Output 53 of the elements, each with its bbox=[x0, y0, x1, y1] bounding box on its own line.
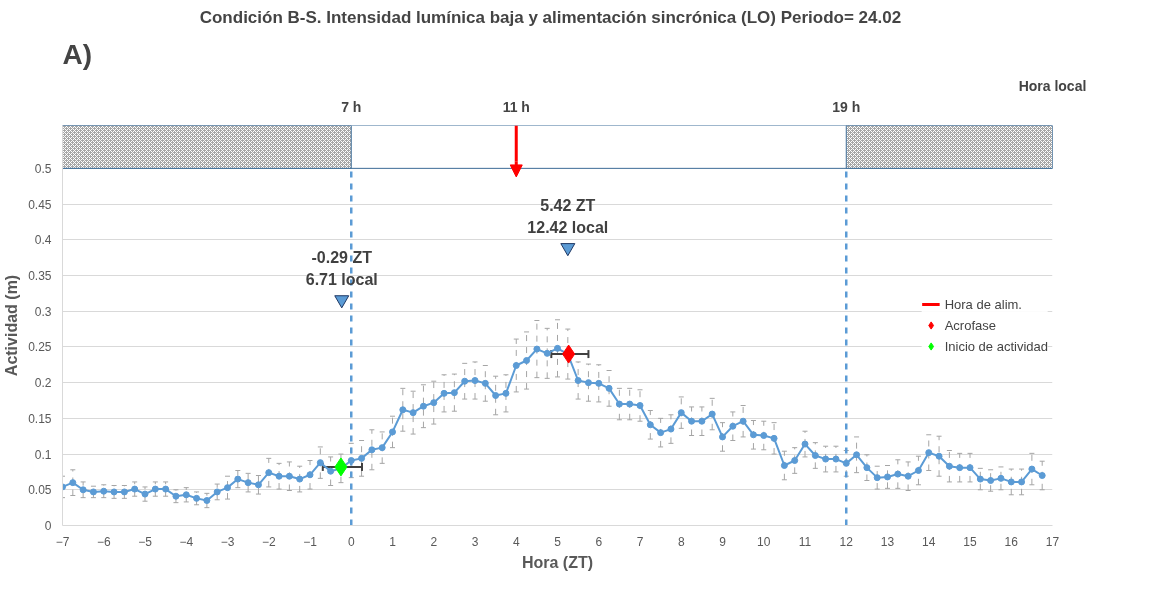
x-tick-label: 5 bbox=[554, 534, 562, 549]
legend-label: Acrofase bbox=[944, 317, 996, 333]
x-tick-label: −5 bbox=[138, 534, 153, 549]
y-axis-title: Actividad (m) bbox=[3, 274, 21, 377]
x-tick-label: 3 bbox=[471, 534, 479, 549]
x-tick-label: 4 bbox=[512, 534, 520, 549]
x-tick-label: 8 bbox=[677, 534, 685, 549]
point bbox=[562, 344, 576, 364]
x2-axis-title: Hora local bbox=[1018, 77, 1087, 94]
x-tick-label: 11 bbox=[798, 534, 812, 549]
x-tick-label: 17 bbox=[1045, 534, 1060, 549]
x2-tick-label: 19 h bbox=[832, 98, 861, 115]
y-tick-label: 0.35 bbox=[28, 269, 52, 283]
x2-tick-label: 11 h bbox=[502, 98, 530, 115]
x-axis-title: Hora (ZT) bbox=[521, 553, 594, 571]
annotation: 5.42 ZT 12.42 local bbox=[527, 196, 609, 236]
x-tick-label: 15 bbox=[963, 534, 977, 549]
x-tick-label: 13 bbox=[880, 534, 895, 549]
y-tick-label: 0.45 bbox=[28, 197, 52, 212]
y-tick-label: 0 bbox=[44, 519, 52, 533]
y-tick-label: 0.3 bbox=[34, 304, 52, 319]
y-tick-label: 0.25 bbox=[28, 340, 52, 355]
x-tick-label: 14 bbox=[922, 534, 936, 549]
x-tick-label: −1 bbox=[303, 534, 318, 549]
legend-label: Hora de alim. bbox=[944, 296, 1022, 312]
x-tick-label: −7 bbox=[55, 534, 70, 549]
point bbox=[560, 243, 576, 257]
x-tick-label: 0 bbox=[347, 534, 355, 549]
y-tick-label: 0.15 bbox=[28, 411, 52, 426]
x-tick-label: −3 bbox=[220, 534, 235, 549]
x-tick-label: −4 bbox=[179, 534, 194, 549]
x-tick-label: 9 bbox=[719, 534, 727, 549]
x-tick-label: 6 bbox=[595, 534, 603, 549]
chart-title: Condición B-S. Intensidad lumínica baja y alimentación sincrónica (LO) Periodo= 24.02 bbox=[199, 7, 902, 27]
text: A) bbox=[62, 38, 93, 70]
y-tick-label: 0.05 bbox=[28, 483, 52, 498]
x-tick-label: 16 bbox=[1004, 534, 1019, 549]
y-tick-label: 0.5 bbox=[34, 161, 52, 176]
x-tick-label: 12 bbox=[839, 534, 854, 549]
x-tick-label: −6 bbox=[96, 534, 111, 549]
y-tick-label: 0.4 bbox=[34, 233, 52, 248]
x-tick-label: 10 bbox=[757, 534, 771, 549]
point bbox=[334, 295, 350, 309]
annotation: -0.29 ZT 6.71 local bbox=[305, 248, 378, 288]
legend-label: Inicio de actividad bbox=[944, 338, 1048, 354]
x-tick-label: 2 bbox=[430, 534, 438, 549]
point bbox=[334, 457, 348, 477]
x2-tick-label: 7 h bbox=[341, 98, 362, 115]
y-tick-label: 0.2 bbox=[34, 376, 52, 391]
y-tick-label: 0.1 bbox=[34, 447, 52, 462]
x-tick-label: −2 bbox=[261, 534, 276, 549]
x-tick-label: 7 bbox=[636, 534, 644, 549]
x-tick-label: 1 bbox=[389, 534, 397, 549]
